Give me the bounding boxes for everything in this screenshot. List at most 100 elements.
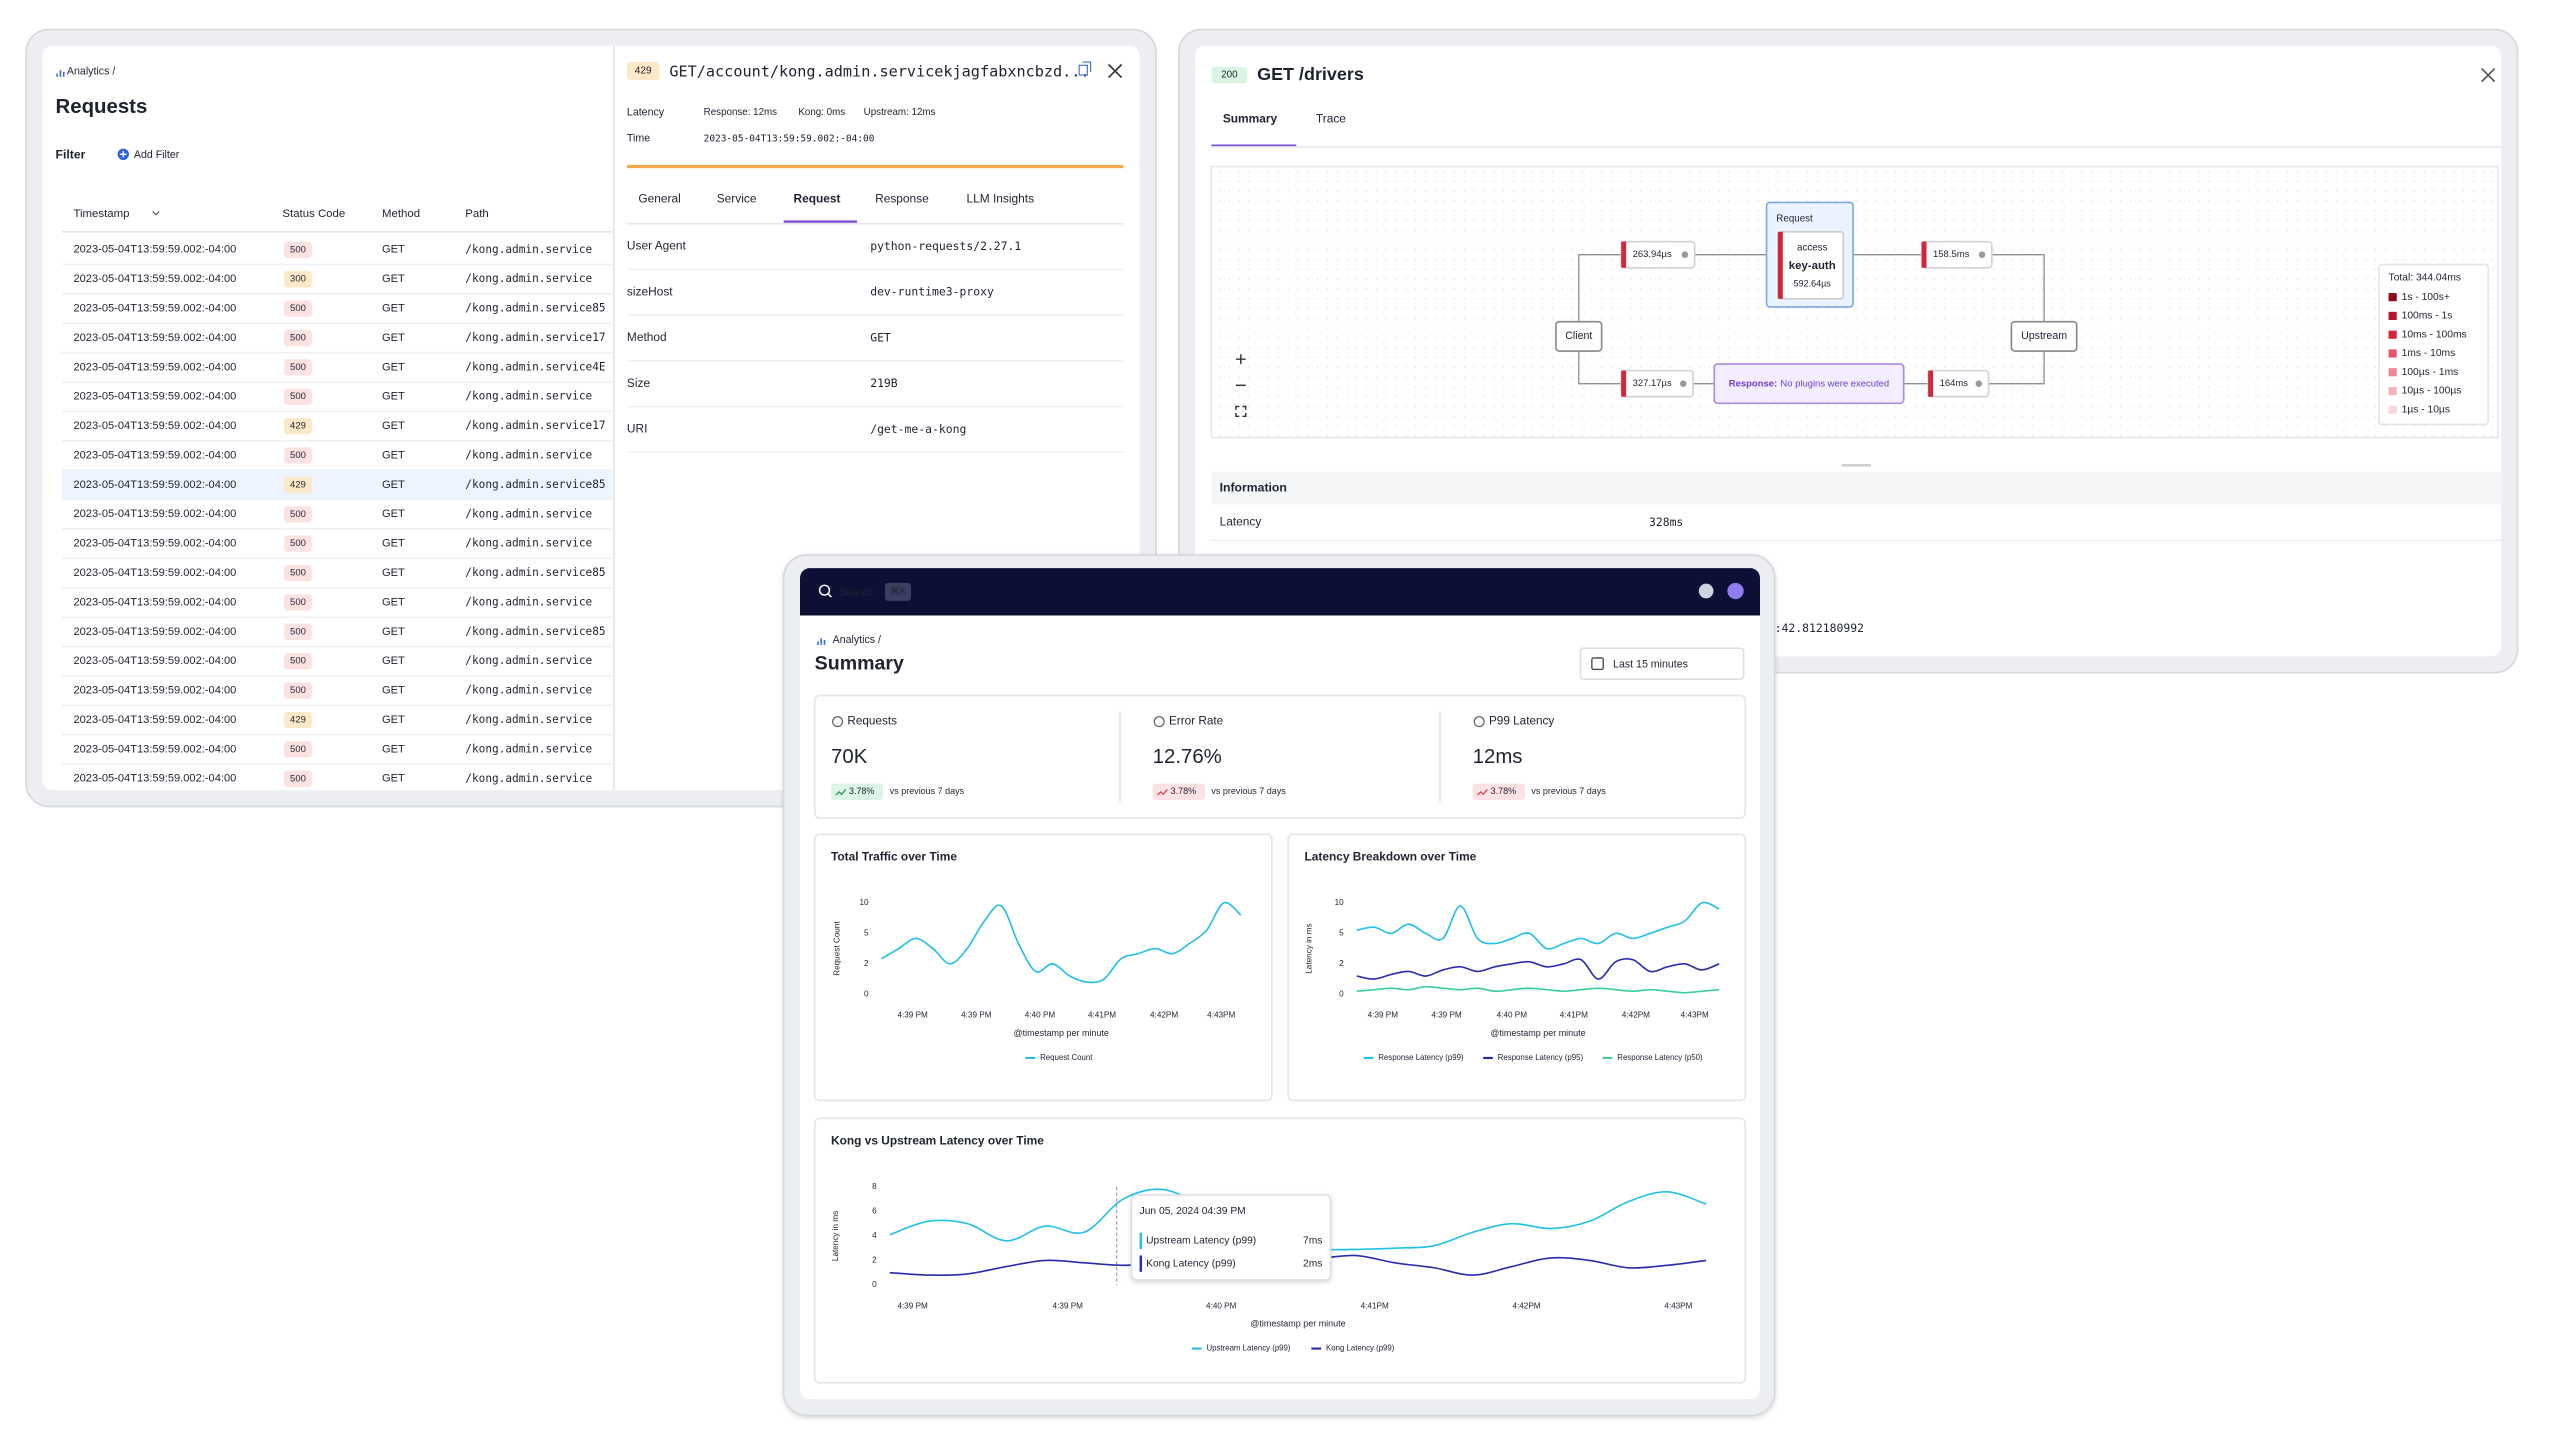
info-value: 328ms xyxy=(1649,515,1683,529)
metric-label: Requests xyxy=(847,715,897,728)
method: GET xyxy=(382,567,405,579)
field-value: python-requests/2.27.1 xyxy=(870,239,1021,253)
path: /kong.admin.service85 xyxy=(465,302,605,315)
tab[interactable]: Summary xyxy=(1223,111,1278,125)
response-node xyxy=(1713,363,1905,405)
tab[interactable]: Service xyxy=(717,191,757,205)
timestamp: 2023-05-04T13:59:59.002:-04:00 xyxy=(73,273,236,285)
tab[interactable]: Request xyxy=(793,191,840,205)
edge-dot xyxy=(1680,380,1687,387)
x-axis-label: @timestamp per minute xyxy=(1014,1028,1109,1038)
field-label: Size xyxy=(627,376,651,390)
plugin-time: 592.64µs xyxy=(1794,278,1832,288)
sort-icon xyxy=(152,211,160,216)
timestamp: 2023-05-04T13:59:59.002:-04:00 xyxy=(73,244,236,256)
x-tick-label: 4:39 PM xyxy=(1368,1011,1399,1020)
field-value: GET xyxy=(870,330,891,344)
legend-label: Kong Latency (p99) xyxy=(1326,1344,1395,1353)
search-input[interactable]: Search xyxy=(839,586,873,598)
client-node xyxy=(1555,320,1603,352)
add-filter-button[interactable]: Add Filter xyxy=(134,149,180,161)
calendar-icon xyxy=(1591,657,1604,671)
page-title: Summary xyxy=(815,653,904,675)
field-label: User Agent xyxy=(627,239,687,253)
status-badge xyxy=(1211,66,1248,84)
copy-icon[interactable] xyxy=(1078,61,1092,76)
path: /kong.admin.service xyxy=(465,243,592,256)
y-tick-label: 5 xyxy=(1339,928,1344,937)
tab[interactable]: General xyxy=(638,191,680,205)
x-tick-label: 4:39 PM xyxy=(961,1011,992,1020)
phase-label: access xyxy=(1797,243,1828,254)
path: /kong.admin.service17 xyxy=(465,331,605,344)
status-badge xyxy=(284,271,312,288)
fit-view[interactable] xyxy=(1235,405,1247,418)
tab[interactable]: Response xyxy=(875,191,929,205)
timestamp: 2023-05-04T13:59:59.002:-04:00 xyxy=(73,596,236,608)
close-button[interactable] xyxy=(1107,63,1123,79)
legend-label: Request Count xyxy=(1040,1053,1093,1062)
change-badge xyxy=(831,783,884,800)
zoom-controls[interactable] xyxy=(1235,354,1247,418)
status-code: 500 xyxy=(290,568,306,579)
metric-label: P99 Latency xyxy=(1489,715,1554,728)
search-icon[interactable] xyxy=(818,584,831,596)
top-nav xyxy=(800,568,1760,616)
method: GET xyxy=(382,361,405,373)
method: GET xyxy=(382,626,405,638)
field-value: dev-runtime3-proxy xyxy=(870,285,994,299)
status-badge xyxy=(284,623,312,640)
method: GET xyxy=(382,743,405,755)
column-header: Method xyxy=(382,208,420,220)
timestamp: 2023-05-04T13:59:59.002:-04:00 xyxy=(73,714,236,726)
metric-note: vs previous 7 days xyxy=(890,786,965,796)
timestamp: 2023-05-04T13:59:59.002:-04:00 xyxy=(73,479,236,491)
path: /kong.admin.service xyxy=(465,537,592,550)
status-badge xyxy=(284,329,312,347)
x-tick-label: 4:43PM xyxy=(1664,1301,1692,1310)
metric-value: 70K xyxy=(831,746,868,768)
legend-swatch xyxy=(2388,311,2397,320)
x-axis-label: @timestamp per minute xyxy=(1490,1028,1585,1038)
path: /kong.admin.service xyxy=(465,742,592,755)
legend-label: Upstream Latency (p99) xyxy=(1207,1344,1291,1353)
row-highlight xyxy=(62,470,613,500)
method: GET xyxy=(382,714,405,726)
avatar[interactable] xyxy=(1727,582,1744,600)
chart-card xyxy=(813,833,1273,1102)
summary-window: Search ⌘K Analytics / Summary Last 15 minute… xyxy=(782,554,1776,1417)
latency-value: Upstream: 12ms xyxy=(864,107,936,118)
time-label: Time xyxy=(627,133,650,145)
metric-note: vs previous 7 days xyxy=(1211,786,1286,796)
field-label: sizeHost xyxy=(627,284,673,298)
status-badge xyxy=(284,506,312,523)
metrics-card xyxy=(813,694,1747,819)
section-header xyxy=(1211,471,2502,505)
path: /kong.admin.service xyxy=(465,654,592,667)
zoom-in[interactable] xyxy=(1235,354,1246,365)
timestamp: 2023-05-04T13:59:59.002:-04:00 xyxy=(73,361,236,373)
field-label: Method xyxy=(627,330,667,344)
x-tick-label: 4:39 PM xyxy=(1431,1011,1462,1020)
close-button[interactable] xyxy=(2481,67,2496,83)
legend-swatch xyxy=(2388,293,2397,302)
tab[interactable]: Trace xyxy=(1316,111,1346,125)
tooltip-value: 2ms xyxy=(1303,1258,1322,1269)
status-code: 500 xyxy=(290,450,306,461)
series-line xyxy=(1356,901,1720,950)
tooltip-swatch xyxy=(1139,1255,1143,1272)
help-icon[interactable] xyxy=(1698,583,1714,599)
status-badge xyxy=(284,241,312,258)
status-badge xyxy=(284,447,312,464)
legend-label: 100ms - 1s xyxy=(2402,311,2453,322)
trace-window: 200 GET /drivers Summary Trace Client Upstrea… xyxy=(1177,28,2519,674)
status-code: 500 xyxy=(290,685,306,696)
tab[interactable]: LLM Insights xyxy=(967,191,1035,205)
y-tick-label: 6 xyxy=(872,1207,877,1216)
status-badge xyxy=(284,564,312,582)
latency-value: Kong: 0ms xyxy=(798,107,845,118)
trend-icon xyxy=(1477,789,1488,796)
status-code: 500 xyxy=(290,773,306,784)
time-range-button[interactable] xyxy=(1579,647,1745,680)
